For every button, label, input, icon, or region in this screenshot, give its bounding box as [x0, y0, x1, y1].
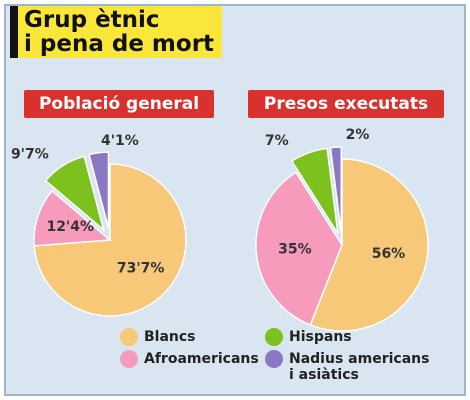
- pie-slice: [255, 171, 343, 326]
- legend-label: Hispans: [289, 329, 352, 345]
- pie-slice: [290, 147, 339, 235]
- title: Grup ètnic i pena de mort: [10, 6, 223, 58]
- value-label: 7%: [265, 133, 289, 149]
- pie-slice: [33, 189, 112, 247]
- legend-swatch: [265, 350, 283, 368]
- title-line: Grup ètnic: [24, 7, 160, 33]
- value-label: 73'7%: [117, 260, 165, 276]
- pie-slice: [329, 146, 342, 234]
- pie-slice: [44, 155, 105, 232]
- title-line: i pena de mort: [24, 31, 215, 57]
- legend-swatch: [265, 328, 283, 346]
- legend-label: Nadius americans i asiàtics: [289, 351, 430, 383]
- legend-label: Afroamericans: [144, 351, 259, 367]
- pie-slice: [309, 158, 429, 332]
- legend-swatch: [120, 350, 138, 368]
- value-label: 56%: [372, 246, 406, 262]
- value-label: 12'4%: [46, 219, 94, 235]
- pie-title: Presos executats: [248, 90, 444, 118]
- pie-slice: [88, 151, 110, 229]
- value-label: 9'7%: [11, 147, 49, 163]
- pie-title: Població general: [24, 90, 214, 118]
- value-label: 4'1%: [101, 133, 139, 149]
- value-label: 2%: [346, 127, 370, 143]
- legend-label: Blancs: [144, 329, 196, 345]
- legend-swatch: [120, 328, 138, 346]
- value-label: 35%: [278, 241, 312, 257]
